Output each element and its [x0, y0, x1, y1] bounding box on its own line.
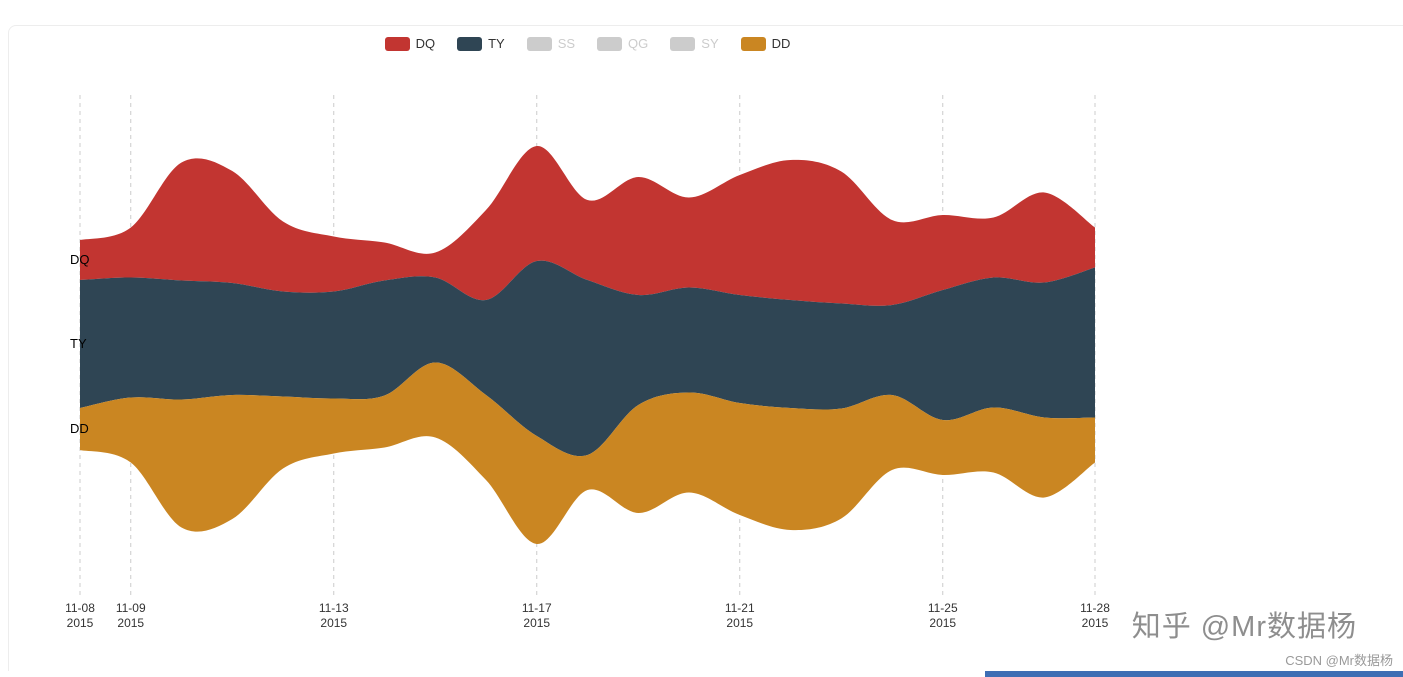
legend-label: SS	[557, 36, 576, 51]
legend-marker-SS	[526, 36, 552, 51]
legend-item-DD[interactable]: DD	[740, 36, 791, 51]
stream-band-DD[interactable]	[80, 362, 1095, 545]
x-axis-tick-label: 11-08 2015	[65, 601, 95, 630]
legend-marker-TY	[457, 36, 483, 51]
legend-marker-SY	[670, 36, 696, 51]
stream-band-TY[interactable]	[80, 260, 1095, 457]
bottom-blue-bar	[985, 671, 1403, 677]
legend-label: DD	[771, 36, 791, 51]
legend-item-TY[interactable]: TY	[457, 36, 505, 51]
legend-label: SY	[701, 36, 719, 51]
legend-marker-DQ	[384, 36, 410, 51]
stream-label-TY: TY	[70, 336, 87, 351]
legend-marker-QG	[597, 36, 623, 51]
legend-label: DQ	[415, 36, 436, 51]
x-axis-tick-label: 11-28 2015	[1080, 601, 1110, 630]
x-axis-tick-label: 11-09 2015	[116, 601, 146, 630]
legend-item-QG[interactable]: QG	[597, 36, 648, 51]
legend-item-SS[interactable]: SS	[526, 36, 576, 51]
x-axis-tick-label: 11-25 2015	[928, 601, 958, 630]
legend-marker-DD	[740, 36, 766, 51]
x-axis-tick-label: 11-21 2015	[725, 601, 755, 630]
stream-label-DQ: DQ	[70, 252, 90, 267]
stream-label-DD: DD	[70, 421, 89, 436]
stream-band-DQ[interactable]	[80, 145, 1095, 306]
watermark-csdn: CSDN @Mr数据杨	[1285, 653, 1393, 668]
legend-label: QG	[628, 36, 649, 51]
x-axis-tick-label: 11-17 2015	[522, 601, 552, 630]
legend-item-SY[interactable]: SY	[670, 36, 719, 51]
x-axis-tick-label: 11-13 2015	[319, 601, 349, 630]
watermark-zhihu: 知乎 @Mr数据杨	[1131, 611, 1357, 643]
legend: DQ TY SS QG SY DD	[80, 36, 1095, 51]
legend-item-DQ[interactable]: DQ	[384, 36, 436, 51]
legend-label: TY	[488, 36, 505, 51]
